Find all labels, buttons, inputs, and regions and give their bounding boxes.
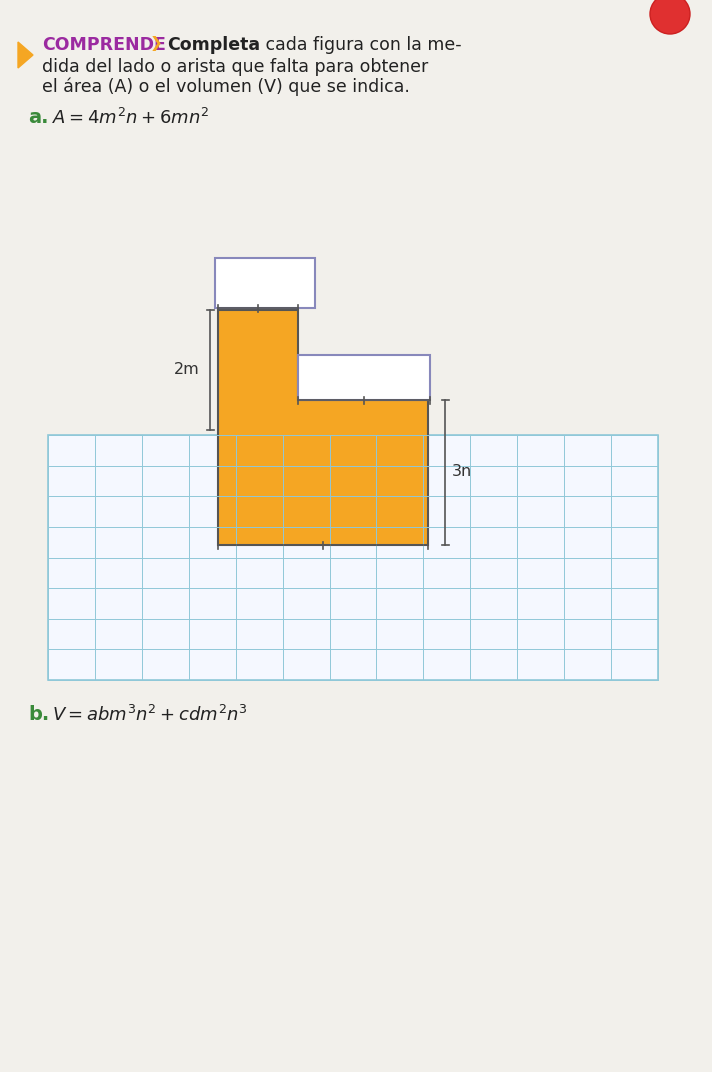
- Text: 3n: 3n: [452, 464, 472, 479]
- Text: cada figura con la me-: cada figura con la me-: [260, 36, 461, 54]
- Text: COMPRENDE: COMPRENDE: [42, 36, 166, 54]
- Bar: [48, 435, 658, 680]
- Text: $V = abm^3n^2 + cdm^2n^3$: $V = abm^3n^2 + cdm^2n^3$: [52, 705, 248, 725]
- Bar: [298, 355, 430, 400]
- Bar: [215, 258, 315, 308]
- Circle shape: [650, 0, 690, 34]
- Text: Completa: Completa: [167, 36, 260, 54]
- Text: $A = 4m^2n + 6mn^2$: $A = 4m^2n + 6mn^2$: [52, 108, 209, 128]
- Text: el área (A) o el volumen (V) que se indica.: el área (A) o el volumen (V) que se indi…: [42, 78, 410, 96]
- Polygon shape: [218, 310, 428, 545]
- Polygon shape: [18, 42, 33, 68]
- Text: dida del lado o arista que falta para obtener: dida del lado o arista que falta para ob…: [42, 58, 428, 76]
- Text: 2m: 2m: [174, 362, 200, 377]
- Text: a.: a.: [28, 108, 48, 126]
- Text: ❯: ❯: [150, 36, 163, 51]
- Text: b.: b.: [28, 705, 49, 724]
